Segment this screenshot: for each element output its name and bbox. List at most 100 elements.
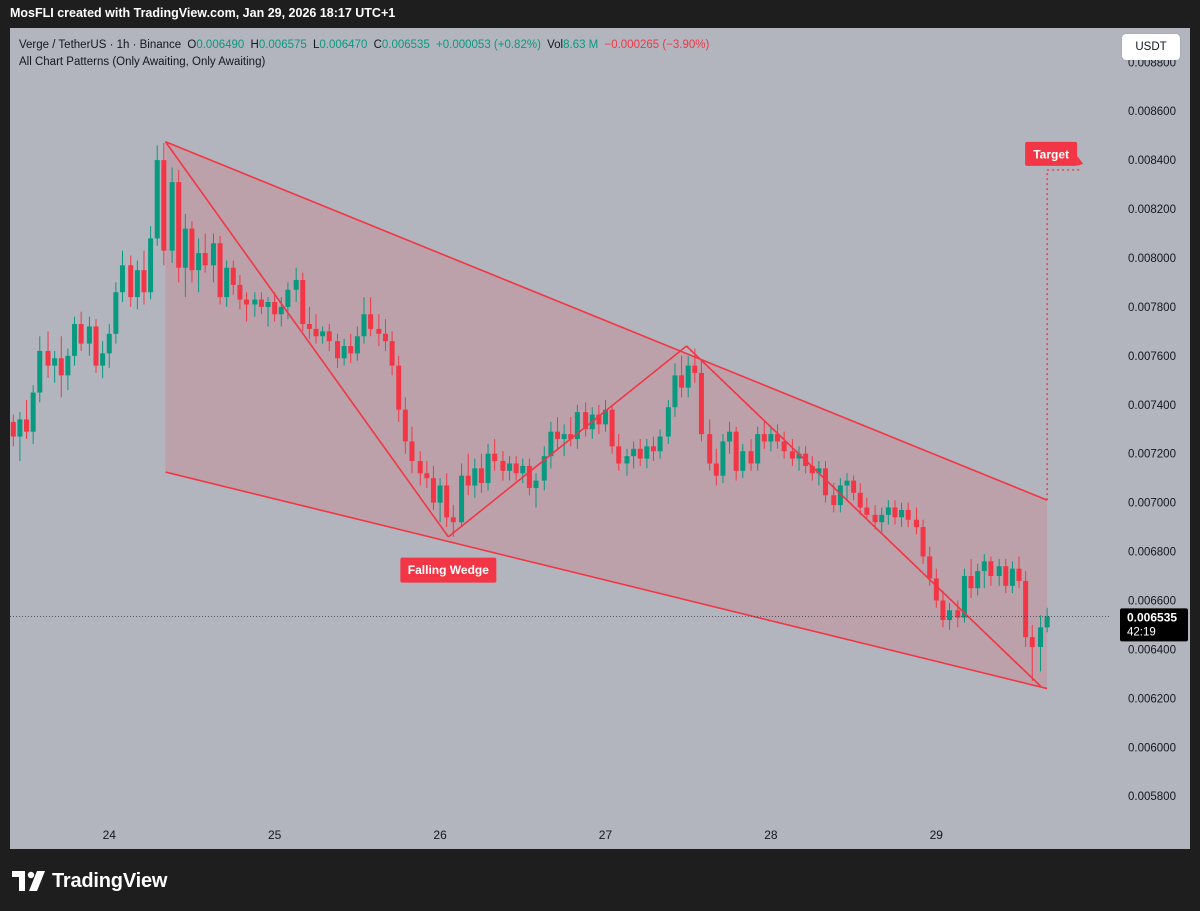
candle-down — [609, 409, 615, 447]
candle-up — [768, 434, 774, 442]
currency-unit-button[interactable]: USDT — [1122, 34, 1180, 60]
candle-up — [341, 346, 347, 359]
candle-up — [196, 253, 202, 271]
candle-down — [189, 228, 195, 271]
candle-down — [940, 600, 946, 621]
candle-down — [500, 461, 506, 471]
y-axis-tick-label: 0.007200 — [1128, 449, 1176, 461]
candle-down — [679, 375, 685, 388]
x-axis-tick-label: 27 — [599, 828, 613, 842]
candle-down — [78, 324, 84, 344]
candle-up — [17, 419, 23, 437]
candle-up — [947, 610, 953, 621]
candle-down — [402, 409, 408, 442]
price-chart[interactable]: Target Falling Wedge 0.008800 0.008600 0.008… — [10, 28, 1190, 849]
legend-row-ohlc: Verge / TetherUS · 1h · Binance O0.00649… — [19, 37, 709, 54]
candle-down — [905, 509, 911, 520]
candle-down — [526, 465, 532, 488]
candle-up — [106, 333, 112, 354]
candle-down — [555, 431, 561, 440]
candle-down — [45, 350, 51, 366]
chart-legend: Verge / TetherUS · 1h · Binance O0.00649… — [19, 37, 709, 71]
candle-down — [24, 419, 30, 432]
candle-up — [459, 475, 465, 523]
y-axis-tick-label: 0.007600 — [1128, 351, 1176, 363]
high-label: H — [250, 39, 259, 51]
candle-down — [1016, 568, 1022, 581]
candle-down — [872, 514, 878, 523]
candle-up — [657, 436, 663, 452]
candle-up — [727, 431, 733, 442]
y-axis-tick-label: 0.006600 — [1128, 595, 1176, 607]
target-label: Target — [1033, 147, 1069, 161]
symbol-title[interactable]: Verge / TetherUS · 1h · Binance — [19, 39, 182, 51]
low-label: L — [312, 39, 320, 51]
candle-up — [134, 270, 140, 298]
candle-down — [637, 448, 643, 459]
candle-up — [472, 468, 478, 486]
y-axis-tick-label: 0.007800 — [1128, 302, 1176, 314]
candle-down — [176, 182, 182, 268]
candle-down — [258, 299, 264, 307]
candle-up — [154, 160, 160, 239]
indicator-title[interactable]: All Chart Patterns (Only Awaiting, Only … — [19, 56, 266, 68]
candle-down — [583, 412, 589, 430]
candle-up — [169, 182, 175, 251]
chart-pane[interactable]: Target Falling Wedge 0.008800 0.008600 0.008… — [10, 28, 1190, 849]
candle-down — [913, 519, 919, 528]
chart-caption: MosFLI created with TradingView.com, Jan… — [10, 6, 396, 20]
candle-down — [892, 507, 898, 518]
x-axis-tick-label: 28 — [764, 828, 778, 842]
candle-down — [1029, 637, 1035, 647]
candle-up — [210, 243, 216, 266]
candle-up — [1044, 616, 1050, 628]
candle-up — [548, 431, 554, 457]
candle-down — [161, 160, 167, 251]
candle-countdown: 42:19 — [1127, 626, 1156, 638]
y-axis-tick-label: 0.008200 — [1128, 204, 1176, 216]
pattern-label-box — [400, 557, 497, 583]
candle-up — [30, 392, 36, 432]
candle-up — [541, 456, 547, 481]
candle-down — [417, 461, 423, 474]
y-axis-tick-label: 0.008600 — [1128, 106, 1176, 118]
candle-down — [202, 253, 208, 266]
current-price-value: 0.006535 — [1127, 610, 1177, 624]
tradingview-logo-icon — [12, 871, 45, 891]
candle-down — [789, 451, 795, 459]
candle-down — [244, 299, 250, 305]
candle-down — [376, 328, 382, 334]
tradingview-logo: TradingView — [12, 869, 167, 893]
candle-down — [1003, 566, 1009, 586]
candle-down — [230, 267, 236, 285]
candle-up — [437, 485, 443, 503]
candle-down — [927, 556, 933, 579]
candle-up — [631, 448, 637, 457]
candle-down — [335, 341, 341, 359]
candle-down — [326, 331, 332, 342]
x-axis-tick-label: 24 — [103, 828, 117, 842]
current-price-badge — [1120, 608, 1188, 642]
candle-up — [796, 453, 802, 459]
candle-down — [237, 284, 243, 300]
candle-up — [533, 480, 539, 488]
candle-down — [809, 465, 815, 474]
candle-up — [148, 238, 154, 293]
zigzag-leg — [447, 345, 688, 538]
target-label-pointer — [1077, 155, 1084, 166]
candle-down — [450, 517, 456, 523]
open-label: O — [187, 39, 197, 51]
candle-up — [52, 358, 58, 366]
candle-up — [182, 228, 188, 268]
zigzag-leg — [164, 141, 449, 538]
candle-down — [409, 441, 415, 462]
candle-down — [775, 434, 781, 442]
candle-down — [851, 480, 857, 493]
candle-down — [857, 492, 863, 508]
wedge-upper-line — [165, 141, 1048, 501]
candle-up — [1009, 568, 1015, 586]
candle-down — [513, 463, 519, 474]
candle-down — [920, 527, 926, 557]
candle-down — [465, 475, 471, 486]
candle-down — [300, 279, 306, 325]
